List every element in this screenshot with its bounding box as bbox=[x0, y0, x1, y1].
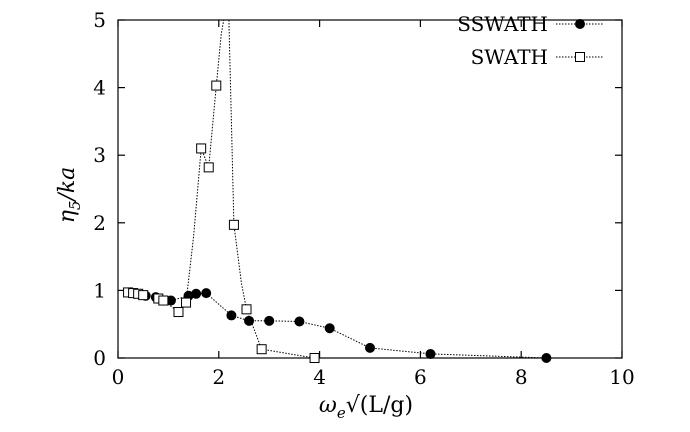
series-swath bbox=[123, 19, 320, 363]
data-point-sswath bbox=[425, 348, 436, 359]
data-point-swath bbox=[158, 295, 169, 306]
y-tick-label: 5 bbox=[93, 8, 106, 32]
plot-frame bbox=[117, 19, 623, 359]
y-tick-label: 2 bbox=[93, 211, 106, 235]
legend-label-swath: SWATH bbox=[471, 45, 548, 69]
legend-label-sswath: SSWATH bbox=[457, 12, 548, 36]
data-point-swath bbox=[309, 353, 320, 363]
x-tick-label: 0 bbox=[112, 365, 125, 389]
data-point-sswath bbox=[264, 315, 275, 326]
series-group bbox=[123, 19, 552, 363]
data-point-swath bbox=[211, 80, 222, 91]
data-point-sswath bbox=[365, 342, 375, 353]
x-tick-label: 4 bbox=[313, 365, 326, 389]
y-tick-label: 4 bbox=[93, 76, 106, 100]
data-point-swath bbox=[241, 304, 252, 315]
data-point-swath bbox=[203, 162, 214, 173]
data-point-sswath bbox=[294, 316, 305, 327]
data-point-swath bbox=[173, 307, 184, 318]
x-tick-label: 8 bbox=[515, 365, 528, 389]
data-point-swath bbox=[256, 344, 267, 355]
data-point-swath bbox=[181, 297, 192, 308]
data-point-swath bbox=[138, 290, 149, 301]
legend-marker-swath bbox=[575, 52, 585, 62]
y-tick-label: 0 bbox=[93, 346, 106, 370]
x-tick-label: 6 bbox=[414, 365, 427, 389]
legend: SSWATH SWATH bbox=[457, 12, 603, 69]
series-line-sswath bbox=[130, 291, 547, 359]
series-line-swath bbox=[128, 19, 315, 359]
data-point-sswath bbox=[191, 288, 202, 299]
legend-marker-sswath bbox=[575, 19, 585, 29]
plot-area bbox=[117, 19, 623, 359]
axes: 0 2 4 6 8 10 0 1 2 3 4 5 bbox=[93, 8, 634, 389]
data-point-swath bbox=[196, 143, 207, 154]
y-tick-label: 3 bbox=[93, 143, 106, 167]
data-point-sswath bbox=[201, 288, 212, 299]
data-point-sswath bbox=[226, 310, 237, 321]
data-point-sswath bbox=[541, 353, 552, 363]
data-point-swath bbox=[228, 219, 239, 230]
data-point-sswath bbox=[324, 323, 335, 334]
y-tick-label: 1 bbox=[93, 278, 106, 302]
x-tick-label: 2 bbox=[212, 365, 225, 389]
y-axis-label: η5/ka bbox=[55, 167, 84, 224]
x-axis-label: ωe√(L/g) bbox=[319, 393, 413, 422]
x-tick-label: 10 bbox=[609, 365, 634, 389]
